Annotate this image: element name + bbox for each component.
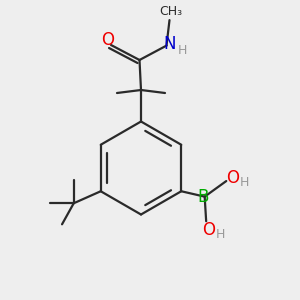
Text: H: H	[178, 44, 187, 58]
Text: O: O	[226, 169, 239, 187]
Text: H: H	[240, 176, 249, 189]
Text: CH₃: CH₃	[159, 4, 182, 18]
Text: B: B	[198, 188, 209, 206]
Text: N: N	[163, 35, 176, 53]
Text: O: O	[202, 221, 215, 239]
Text: O: O	[101, 31, 114, 49]
Text: H: H	[216, 228, 225, 241]
